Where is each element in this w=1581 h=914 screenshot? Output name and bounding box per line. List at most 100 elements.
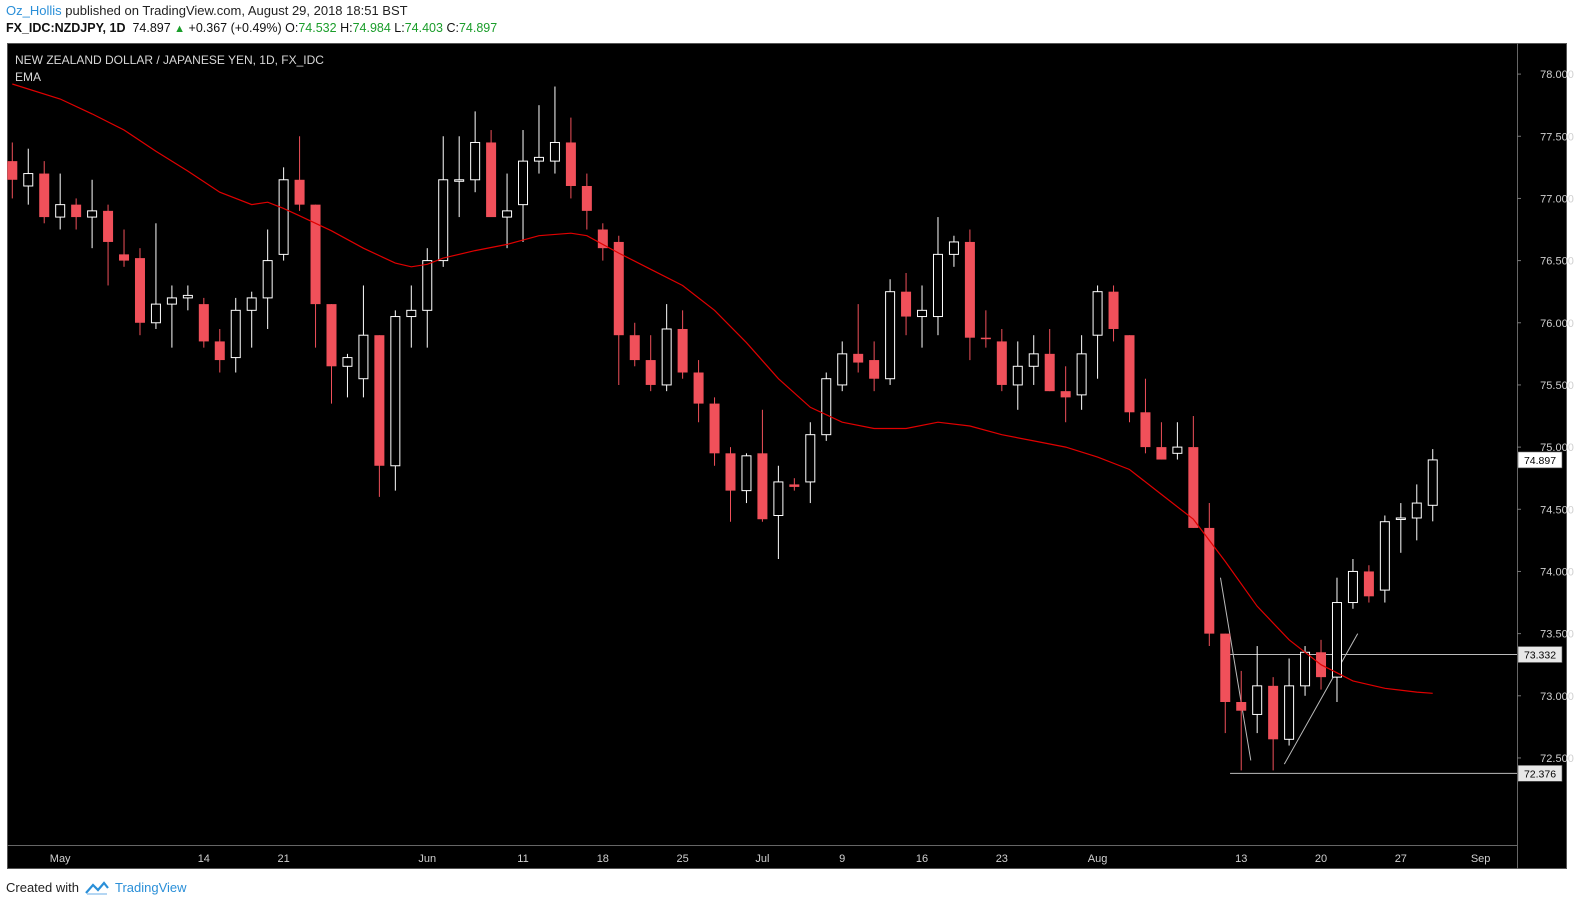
candle-body [741, 455, 752, 492]
candle [1028, 335, 1039, 385]
candle-body [964, 241, 975, 338]
candle [326, 304, 337, 404]
high-value: 74.984 [352, 21, 391, 35]
candle [1395, 503, 1406, 553]
candle [278, 167, 289, 261]
last-price-label: 74.897 [1517, 451, 1563, 469]
tradingview-logo-icon [85, 880, 109, 895]
candle-body [932, 253, 943, 318]
candle-body [1076, 353, 1087, 396]
candle-body [1427, 459, 1438, 506]
candle [518, 130, 529, 242]
candle [182, 285, 193, 311]
candle [757, 409, 768, 522]
candle [390, 310, 401, 491]
candle-body [1140, 412, 1151, 448]
candle [725, 447, 736, 522]
candle-body [422, 260, 433, 311]
candle [581, 173, 592, 230]
candle-body [709, 403, 720, 454]
candle [1012, 341, 1023, 410]
candle-body [533, 156, 544, 162]
candle [948, 235, 959, 267]
time-tick-label: Aug [1088, 853, 1108, 865]
candle [613, 235, 624, 385]
candle-body [342, 357, 353, 367]
time-tick-label: Jul [755, 853, 769, 865]
candle-body [71, 204, 82, 218]
time-tick-label: Sep [1471, 853, 1491, 865]
candle-body [1331, 602, 1342, 678]
candle-body [294, 179, 305, 205]
candle [1220, 633, 1231, 734]
candle-body [645, 360, 656, 385]
candle-body [198, 304, 209, 342]
symbol-info: FX_IDC:NZDJPY, 1D 74.897 ▲ +0.367 (+0.49… [6, 21, 497, 35]
candle [565, 117, 576, 199]
candle-body [549, 141, 560, 162]
candle [1427, 449, 1438, 522]
candle-body [502, 210, 513, 218]
price-tick-label: 73.000 [1540, 691, 1574, 703]
candle-body [1268, 685, 1279, 740]
candle-body [1204, 527, 1215, 634]
candle-body [438, 179, 449, 262]
price-tick-label: 74.500 [1540, 504, 1574, 516]
candle-body [166, 297, 177, 305]
author-link[interactable]: Oz_Hollis [6, 3, 62, 18]
candle [853, 304, 864, 373]
candle [932, 217, 943, 336]
price-change: +0.367 (+0.49%) [188, 21, 282, 35]
tradingview-brand-link[interactable]: TradingView [85, 880, 187, 895]
candle-body [805, 434, 816, 483]
candle-body [262, 260, 273, 299]
candle-body [1012, 365, 1023, 386]
candle [1411, 484, 1422, 541]
publish-info: Oz_Hollis published on TradingView.com, … [6, 3, 408, 18]
candle-body [518, 160, 529, 206]
candle-body [917, 309, 928, 318]
candle [1268, 677, 1279, 771]
candle-body [996, 341, 1007, 385]
candle [230, 297, 241, 373]
candle-body [310, 204, 321, 305]
candle [996, 328, 1007, 392]
candle [406, 285, 417, 348]
candle [119, 229, 130, 267]
time-tick-label: Jun [418, 853, 436, 865]
candle [661, 304, 672, 392]
candle [837, 341, 848, 392]
candle-body [565, 142, 576, 186]
price-axis[interactable]: 78.000 77.500 77.000 76.500 76.000 75.500 75.0… [1517, 69, 1574, 782]
candle [1284, 658, 1295, 746]
candle-body [1347, 570, 1358, 604]
candle-body [1284, 685, 1295, 740]
candle-body [677, 328, 688, 373]
candle [486, 130, 497, 218]
candle [374, 335, 385, 497]
candle-body [853, 353, 864, 363]
price-tick-label: 76.500 [1540, 256, 1574, 268]
high-label: H: [340, 21, 353, 35]
candle [502, 173, 513, 249]
candle-body [326, 304, 337, 367]
time-tick-label: 18 [597, 853, 609, 865]
candle [166, 285, 177, 348]
candle [7, 142, 18, 199]
candle [709, 397, 720, 466]
time-axis[interactable]: May 14 21 Jun 11 18 25 Jul 9 16 23 Aug 13 20 27 Sep [50, 853, 1491, 865]
indicator-label: EMA [15, 70, 41, 84]
candle [1156, 422, 1167, 460]
candle [1252, 646, 1263, 734]
candle-body [55, 204, 66, 218]
candle [39, 161, 50, 224]
candle-body [1044, 353, 1055, 392]
candle-body [1188, 447, 1199, 528]
candle-body [1395, 517, 1406, 520]
candle-body [1220, 633, 1231, 703]
candle-body [278, 179, 289, 255]
price-tick-label: 73.500 [1540, 629, 1574, 641]
candle-body [693, 372, 704, 404]
candle-body [1363, 571, 1374, 597]
